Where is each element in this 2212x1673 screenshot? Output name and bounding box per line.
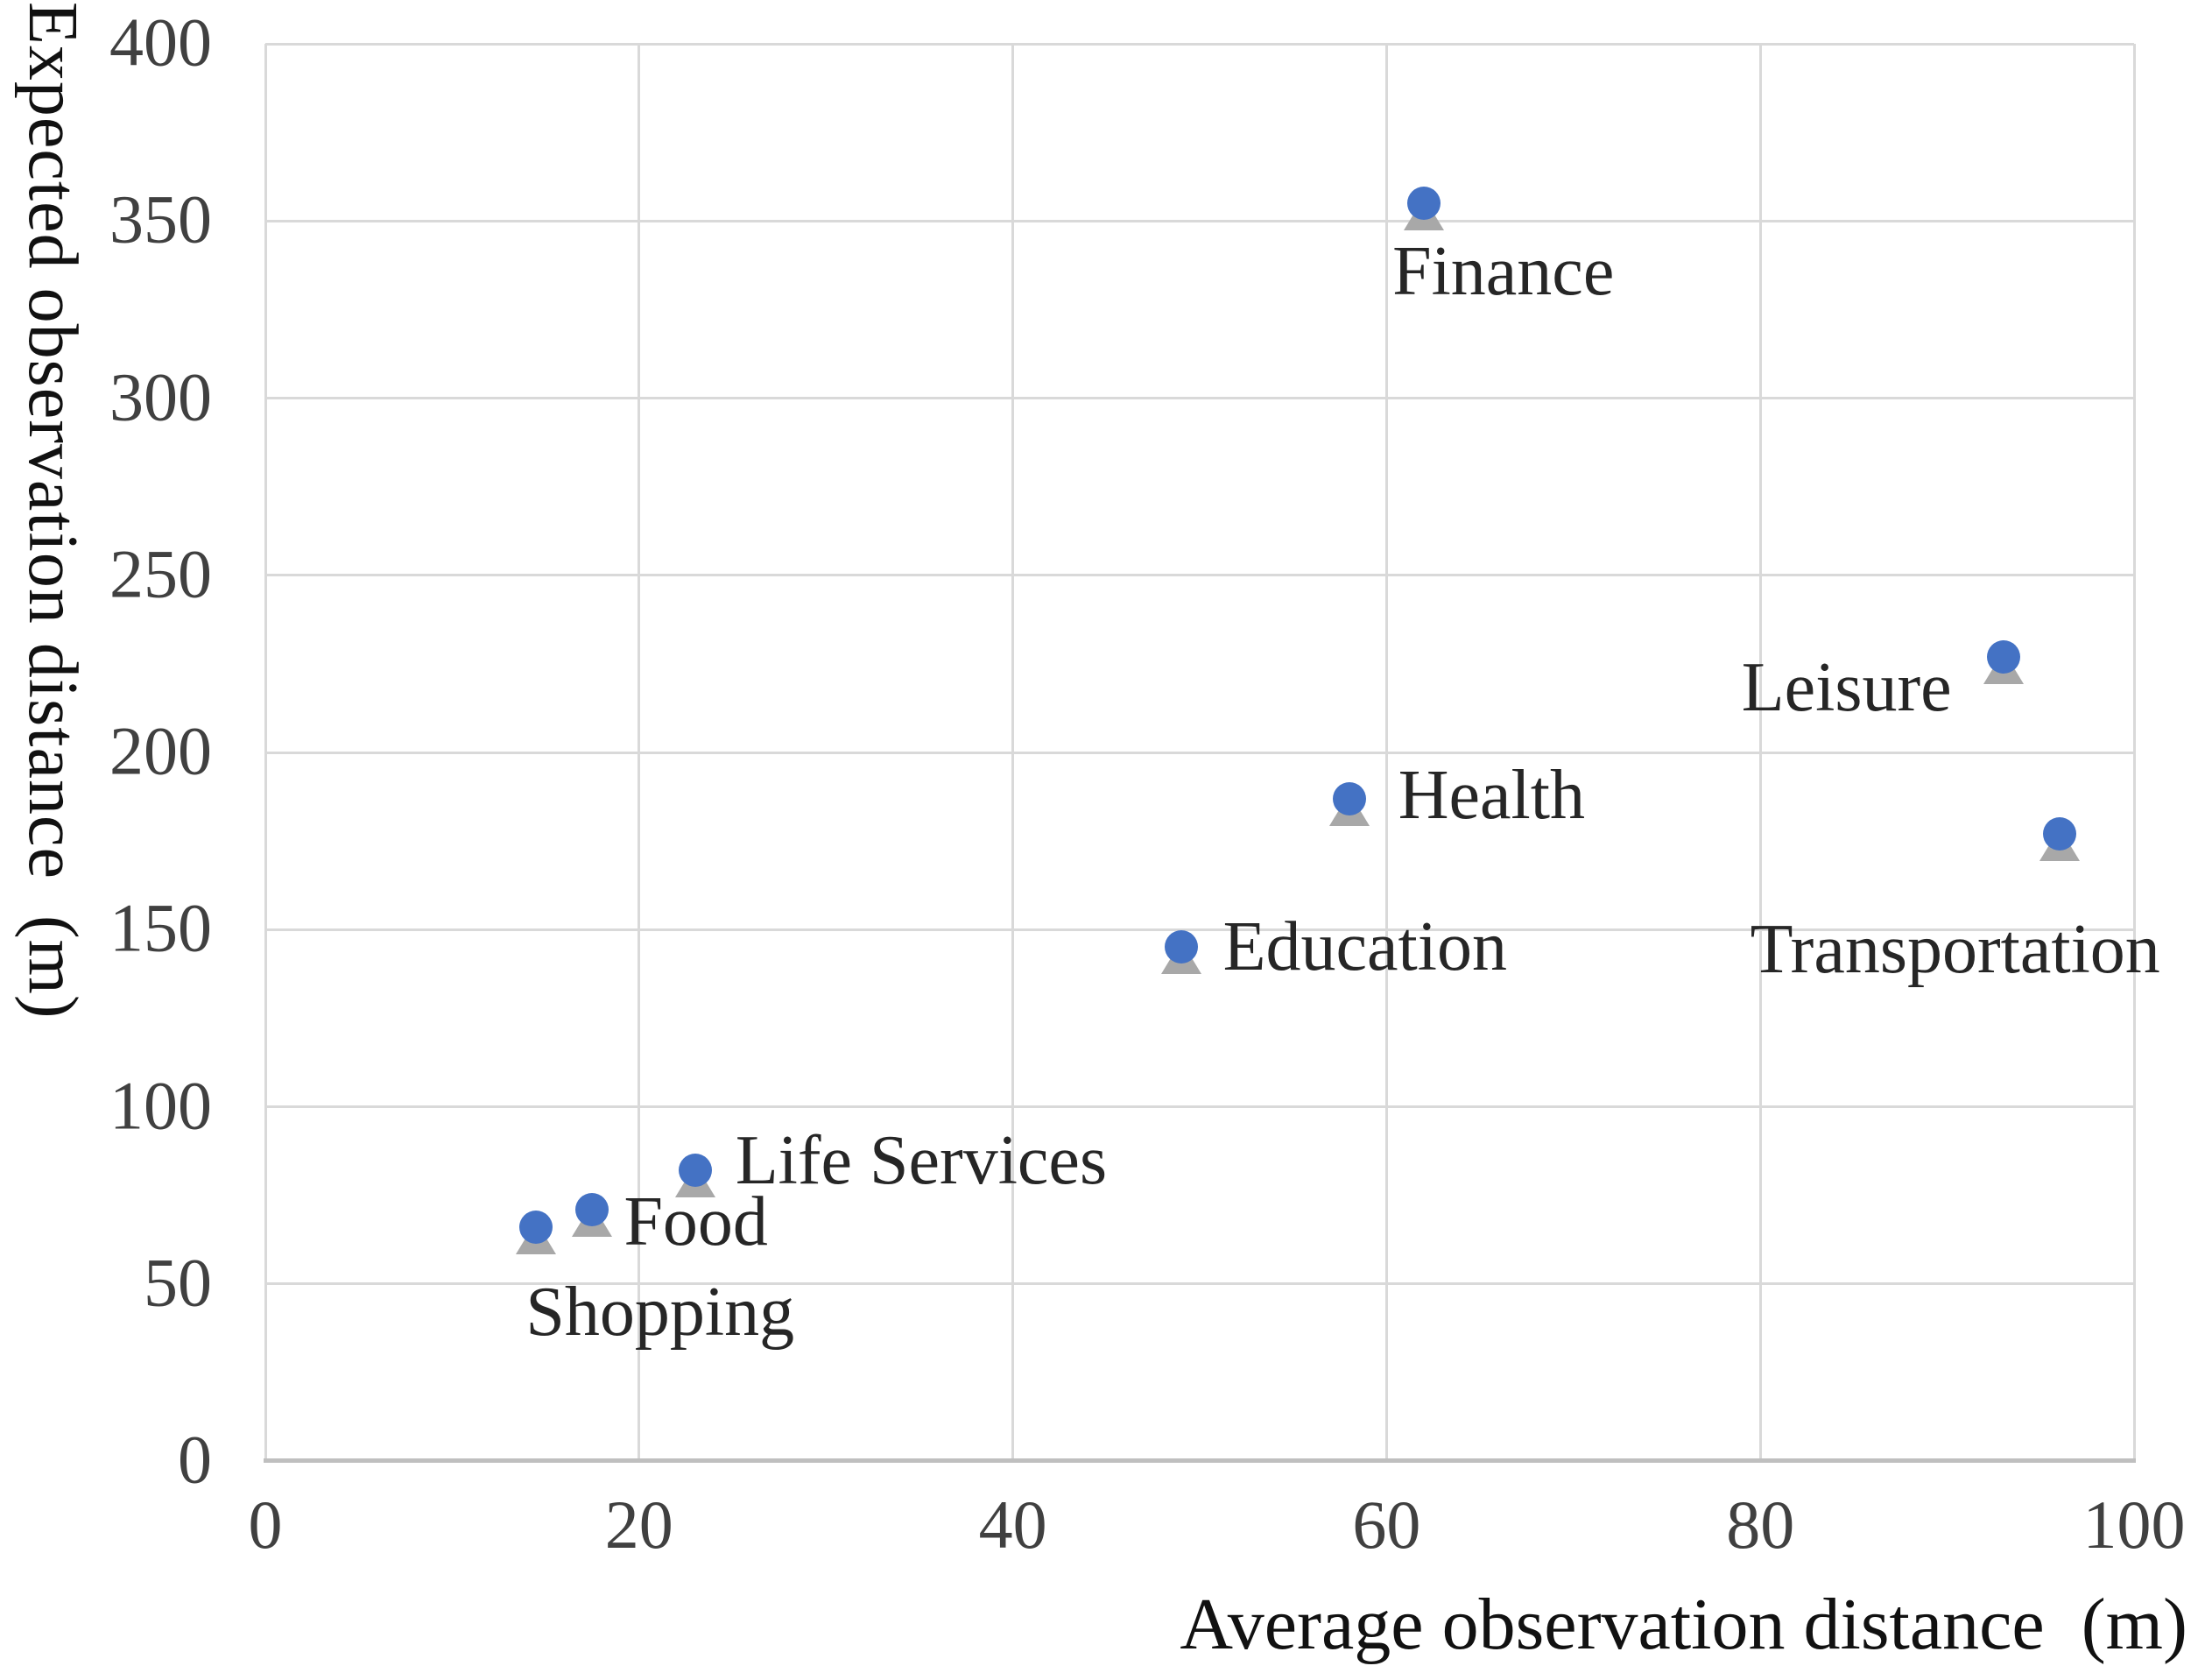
y-tick-label: 300: [109, 357, 212, 434]
y-tick-label: 350: [109, 180, 212, 258]
y-tick-label: 400: [109, 4, 212, 81]
y-tick-label: 250: [109, 535, 212, 612]
y-tick-label: 0: [178, 1421, 212, 1498]
scatter-point: [1164, 930, 1198, 964]
x-tick-label: 80: [1726, 1486, 1795, 1563]
x-tick-label: 100: [2082, 1486, 2186, 1563]
gridline-horizontal: [265, 928, 2134, 931]
scatter-point: [2042, 817, 2076, 851]
y-tick-label: 100: [109, 1066, 212, 1143]
point-label-life-services: Life Services: [735, 1122, 1108, 1200]
x-axis-title: Average observation distance (m): [1180, 1584, 2187, 1665]
gridline-horizontal: [265, 397, 2134, 399]
scatter-point: [575, 1192, 609, 1226]
point-label-finance: Finance: [1392, 233, 1615, 311]
point-label-food: Food: [623, 1182, 768, 1260]
plot-area: Shopping Food Life Services Education Health…: [264, 42, 2160, 1463]
scatter-point: [1332, 781, 1366, 815]
scatter-point: [519, 1211, 553, 1245]
point-label-health: Health: [1398, 756, 1585, 834]
y-tick-label: 150: [109, 889, 212, 966]
x-axis-line: [264, 1458, 2136, 1463]
y-axis-title: Expected observation distance (m): [14, 2, 91, 1020]
gridline-horizontal: [265, 574, 2134, 577]
point-label-shopping: Shopping: [525, 1274, 795, 1352]
scatter-point: [678, 1154, 712, 1188]
gridline-horizontal: [265, 219, 2134, 222]
x-tick-label: 40: [978, 1486, 1047, 1563]
x-tick-label: 20: [604, 1486, 673, 1563]
gridline-horizontal: [265, 1282, 2134, 1286]
point-label-transportation: Transportation: [1750, 911, 2160, 989]
y-tick-label: 50: [144, 1244, 212, 1321]
point-label-education: Education: [1222, 908, 1507, 986]
scatter-point: [1986, 639, 2020, 674]
gridline-vertical: [2132, 44, 2136, 1461]
scatter-point: [1407, 187, 1441, 221]
gridline-horizontal: [265, 42, 2134, 46]
gridline-horizontal: [265, 751, 2134, 754]
y-tick-label: 200: [109, 712, 212, 789]
gridline-horizontal: [265, 1105, 2134, 1108]
x-tick-label: 0: [248, 1486, 283, 1563]
point-label-leisure: Leisure: [1741, 648, 1952, 726]
x-tick-label: 60: [1352, 1486, 1421, 1563]
